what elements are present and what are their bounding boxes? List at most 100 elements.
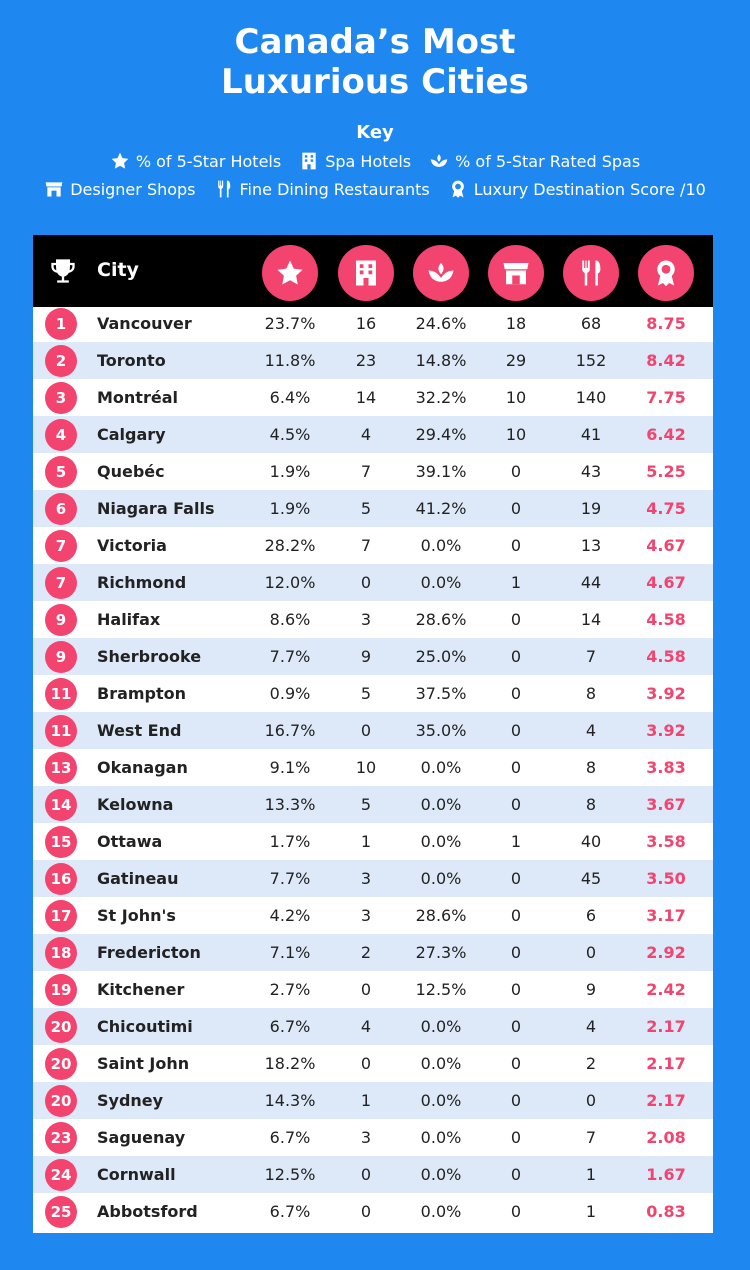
cell-score: 2.17 bbox=[646, 1054, 686, 1073]
key-label-hotels: % of 5-Star Hotels bbox=[135, 151, 282, 171]
cell-dining: 6 bbox=[585, 906, 597, 925]
cell-spas: 0.0% bbox=[420, 869, 462, 888]
rank-badge: 24 bbox=[45, 1159, 77, 1191]
cell-spa-hotels: 1 bbox=[360, 1091, 372, 1110]
cell-spas: 25.0% bbox=[415, 647, 467, 666]
table-row: 20 Sydney 14.3% 1 0.0% 0 0 2.17 bbox=[33, 1082, 713, 1119]
cell-spas: 39.1% bbox=[415, 462, 467, 481]
cell-score: 3.58 bbox=[646, 832, 686, 851]
cell-score: 8.42 bbox=[646, 351, 686, 370]
cell-shops: 0 bbox=[510, 1128, 522, 1147]
table-header: City bbox=[33, 235, 713, 307]
table-row: 6 Niagara Falls 1.9% 5 41.2% 0 19 4.75 bbox=[33, 490, 713, 527]
table-row: 11 Brampton 0.9% 5 37.5% 0 8 3.92 bbox=[33, 675, 713, 712]
cell-hotels: 11.8% bbox=[264, 351, 316, 370]
cell-spas: 14.8% bbox=[415, 351, 467, 370]
cell-hotels: 18.2% bbox=[264, 1054, 316, 1073]
cell-shops: 18 bbox=[505, 314, 527, 333]
city-name: Fredericton bbox=[97, 943, 201, 962]
cell-hotels: 8.6% bbox=[269, 610, 311, 629]
star-icon bbox=[111, 152, 129, 169]
rank-badge: 13 bbox=[45, 752, 77, 784]
cell-spas: 29.4% bbox=[415, 425, 467, 444]
cell-hotels: 28.2% bbox=[264, 536, 316, 555]
cell-spas: 0.0% bbox=[420, 758, 462, 777]
rank-badge: 16 bbox=[45, 863, 77, 895]
cell-spa-hotels: 2 bbox=[360, 943, 372, 962]
city-name: Saguenay bbox=[97, 1128, 186, 1147]
city-name: St John's bbox=[97, 906, 176, 925]
cell-shops: 0 bbox=[510, 943, 522, 962]
cell-hotels: 1.7% bbox=[269, 832, 311, 851]
cell-spas: 24.6% bbox=[415, 314, 467, 333]
rank-badge: 3 bbox=[45, 382, 77, 414]
star-icon bbox=[277, 260, 303, 285]
key-item-score: Luxury Destination Score /10 bbox=[448, 179, 706, 199]
cell-hotels: 9.1% bbox=[269, 758, 311, 777]
cell-spa-hotels: 14 bbox=[355, 388, 377, 407]
cell-spa-hotels: 16 bbox=[355, 314, 377, 333]
city-name: Montréal bbox=[97, 388, 178, 407]
cell-spas: 41.2% bbox=[415, 499, 467, 518]
cell-hotels: 2.7% bbox=[269, 980, 311, 999]
cell-score: 2.17 bbox=[646, 1091, 686, 1110]
cell-spas: 35.0% bbox=[415, 721, 467, 740]
cell-spa-hotels: 3 bbox=[360, 906, 372, 925]
cell-shops: 0 bbox=[510, 1165, 522, 1184]
city-name: Gatineau bbox=[97, 869, 179, 888]
ranking-table: City 1 Vancouver 23.7% 16 24.6% 18 68 8.75 2 Toro… bbox=[33, 235, 713, 1233]
city-name: Calgary bbox=[97, 425, 166, 444]
cell-shops: 0 bbox=[510, 499, 522, 518]
cell-hotels: 1.9% bbox=[269, 462, 311, 481]
rank-badge: 1 bbox=[45, 308, 77, 340]
cell-spa-hotels: 0 bbox=[360, 1054, 372, 1073]
cell-spa-hotels: 0 bbox=[360, 1165, 372, 1184]
cell-hotels: 6.4% bbox=[269, 388, 311, 407]
cell-spas: 0.0% bbox=[420, 1054, 462, 1073]
cell-dining: 152 bbox=[575, 351, 607, 370]
cell-dining: 19 bbox=[580, 499, 602, 518]
city-name: Richmond bbox=[97, 573, 187, 592]
rank-badge: 15 bbox=[45, 826, 77, 858]
cell-score: 3.83 bbox=[646, 758, 686, 777]
cell-spa-hotels: 3 bbox=[360, 1128, 372, 1147]
cell-spas: 28.6% bbox=[415, 906, 467, 925]
cell-dining: 8 bbox=[585, 795, 597, 814]
cell-score: 4.67 bbox=[646, 573, 686, 592]
cell-dining: 13 bbox=[580, 536, 602, 555]
cell-spa-hotels: 5 bbox=[360, 684, 372, 703]
cell-spa-hotels: 0 bbox=[360, 721, 372, 740]
shop-icon bbox=[45, 182, 63, 197]
cell-dining: 8 bbox=[585, 758, 597, 777]
key-item-dining: Fine Dining Restaurants bbox=[214, 179, 430, 199]
cell-score: 7.75 bbox=[646, 388, 686, 407]
cell-spas: 32.2% bbox=[415, 388, 467, 407]
rank-badge: 11 bbox=[45, 715, 77, 747]
table-row: 7 Richmond 12.0% 0 0.0% 1 44 4.67 bbox=[33, 564, 713, 601]
cell-hotels: 6.7% bbox=[269, 1017, 311, 1036]
table-row: 19 Kitchener 2.7% 0 12.5% 0 9 2.42 bbox=[33, 971, 713, 1008]
building-icon bbox=[356, 260, 376, 286]
table-row: 20 Chicoutimi 6.7% 4 0.0% 0 4 2.17 bbox=[33, 1008, 713, 1045]
table-row: 16 Gatineau 7.7% 3 0.0% 0 45 3.50 bbox=[33, 860, 713, 897]
cell-dining: 1 bbox=[585, 1202, 597, 1221]
cell-dining: 14 bbox=[580, 610, 602, 629]
cell-dining: 4 bbox=[585, 1017, 597, 1036]
cell-shops: 0 bbox=[510, 684, 522, 703]
cell-hotels: 4.5% bbox=[269, 425, 311, 444]
key-item-hotels: % of 5-Star Hotels bbox=[110, 151, 281, 171]
table-row: 4 Calgary 4.5% 4 29.4% 10 41 6.42 bbox=[33, 416, 713, 453]
rank-badge: 9 bbox=[45, 641, 77, 673]
cell-spa-hotels: 0 bbox=[360, 1202, 372, 1221]
cell-hotels: 12.0% bbox=[264, 573, 316, 592]
key-item-spa-hotels: Spa Hotels bbox=[299, 151, 411, 171]
header-spas bbox=[413, 245, 469, 301]
city-name: Niagara Falls bbox=[97, 499, 215, 518]
cell-hotels: 1.9% bbox=[269, 499, 311, 518]
cell-dining: 44 bbox=[580, 573, 602, 592]
rank-badge: 11 bbox=[45, 678, 77, 710]
cell-score: 3.92 bbox=[646, 684, 686, 703]
table-row: 23 Saguenay 6.7% 3 0.0% 0 7 2.08 bbox=[33, 1119, 713, 1156]
page-title: Canada’s Most Luxurious Cities bbox=[0, 22, 750, 102]
rank-badge: 9 bbox=[45, 604, 77, 636]
